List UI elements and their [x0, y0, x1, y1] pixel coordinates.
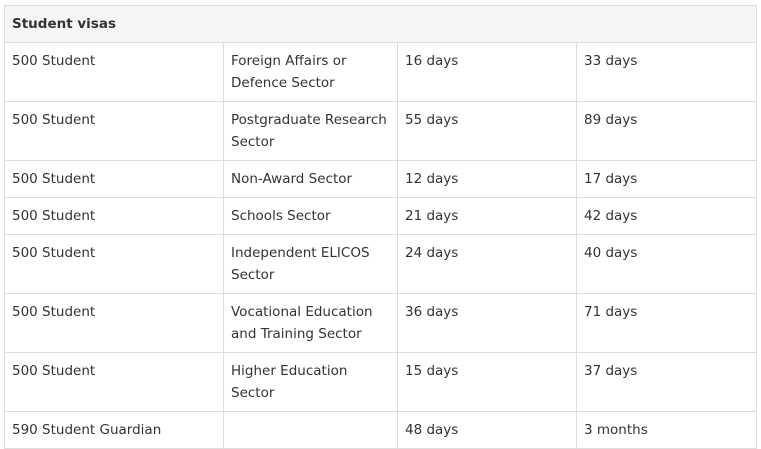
table-cell: 15 days: [397, 352, 577, 412]
header-row: Student visas: [3, 5, 758, 43]
table-title: Student visas: [3, 5, 758, 43]
table-cell: 40 days: [575, 234, 758, 294]
table-cell: 17 days: [575, 160, 758, 198]
table-cell: 42 days: [575, 197, 758, 235]
table-cell: 37 days: [575, 352, 758, 412]
table-cell: 16 days: [397, 42, 577, 102]
table-cell: Schools Sector: [223, 197, 398, 235]
table-cell: 590 Student Guardian: [4, 411, 224, 449]
page: Student visas 500 Student Foreign Affairs…: [3, 5, 758, 449]
table-cell: 21 days: [397, 197, 577, 235]
table-cell: [223, 411, 398, 449]
table-row: 500 Student Vocational Education and Trai…: [4, 293, 758, 353]
table-cell: 500 Student: [4, 352, 224, 412]
visa-table: Student visas 500 Student Foreign Affairs…: [3, 5, 758, 449]
table-cell: Non-Award Sector: [223, 160, 398, 198]
table-cell: 55 days: [397, 101, 577, 161]
table-row: 590 Student Guardian 48 days 3 months: [4, 411, 758, 449]
table-body: 500 Student Foreign Affairs or Defence Se…: [4, 42, 758, 449]
table-row: 500 Student Higher Education Sector 15 day…: [4, 352, 758, 412]
table-cell: 500 Student: [4, 234, 224, 294]
table-cell: 36 days: [397, 293, 577, 353]
table-cell: 71 days: [575, 293, 758, 353]
table-cell: 500 Student: [4, 42, 224, 102]
table-cell: 89 days: [575, 101, 758, 161]
table-cell: 500 Student: [4, 101, 224, 161]
table-row: 500 Student Postgraduate Research Sector 5…: [4, 101, 758, 161]
table-cell: Vocational Education and Training Sector: [223, 293, 398, 353]
table-row: 500 Student Foreign Affairs or Defence Se…: [4, 42, 758, 102]
table-cell: 500 Student: [4, 160, 224, 198]
table-cell: 500 Student: [4, 197, 224, 235]
table-cell: 500 Student: [4, 293, 224, 353]
table-cell: Postgraduate Research Sector: [223, 101, 398, 161]
table-cell: 33 days: [575, 42, 758, 102]
table-cell: 3 months: [575, 411, 758, 449]
table-cell: Higher Education Sector: [223, 352, 398, 412]
table-row: 500 Student Non-Award Sector 12 days 17 day…: [4, 160, 758, 198]
table-cell: 48 days: [397, 411, 577, 449]
table-row: 500 Student Independent ELICOS Sector 24 d…: [4, 234, 758, 294]
table-cell: 12 days: [397, 160, 577, 198]
table-row: 500 Student Schools Sector 21 days 42 days: [4, 197, 758, 235]
table-cell: Independent ELICOS Sector: [223, 234, 398, 294]
table-cell: 24 days: [397, 234, 577, 294]
table-cell: Foreign Affairs or Defence Sector: [223, 42, 398, 102]
